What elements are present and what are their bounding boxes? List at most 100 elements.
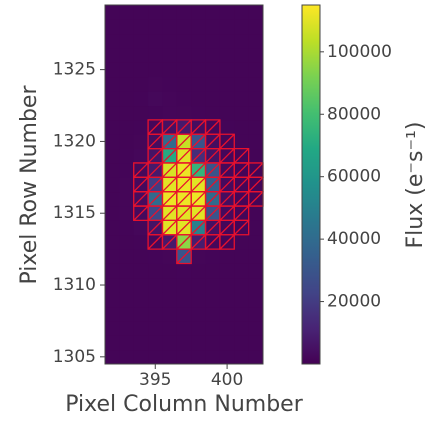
- pixel: [234, 249, 249, 264]
- pixel: [119, 77, 134, 92]
- pixel: [177, 350, 192, 365]
- pixel: [234, 5, 249, 20]
- pixel: [105, 134, 120, 149]
- pixel: [206, 307, 221, 322]
- pixel: [177, 77, 192, 92]
- pixel: [162, 263, 177, 278]
- y-tick-label: 1310: [53, 275, 96, 295]
- pixel: [206, 263, 221, 278]
- pixel: [220, 335, 235, 350]
- pixel: [234, 278, 249, 293]
- pixel: [148, 249, 163, 264]
- pixel: [249, 34, 264, 49]
- pixel: [206, 62, 221, 77]
- pixel: [148, 62, 163, 77]
- pixel: [234, 321, 249, 336]
- pixel: [105, 278, 120, 293]
- pixel: [134, 307, 149, 322]
- pixel: [220, 5, 235, 20]
- pixel: [220, 106, 235, 121]
- pixel: [134, 235, 149, 250]
- colorbar-tick-label: 40000: [327, 229, 381, 249]
- pixel: [249, 91, 264, 106]
- pixel: [119, 350, 134, 365]
- pixel: [162, 249, 177, 264]
- pixel: [234, 91, 249, 106]
- pixel: [119, 307, 134, 322]
- pixel: [105, 249, 120, 264]
- pixel: [134, 149, 149, 164]
- pixel: [119, 48, 134, 63]
- pixel: [191, 106, 206, 121]
- pixel: [206, 48, 221, 63]
- pixel: [177, 106, 192, 121]
- pixel: [206, 249, 221, 264]
- pixel: [234, 235, 249, 250]
- pixel: [191, 249, 206, 264]
- pixel: [206, 278, 221, 293]
- pixel: [119, 278, 134, 293]
- pixel: [105, 263, 120, 278]
- pixel: [249, 19, 264, 34]
- pixel: [119, 34, 134, 49]
- pixel: [148, 48, 163, 63]
- pixel: [249, 307, 264, 322]
- pixel: [206, 19, 221, 34]
- pixel: [119, 177, 134, 192]
- x-axis-label: Pixel Column Number: [65, 392, 303, 417]
- pixel: [220, 321, 235, 336]
- pixel: [249, 5, 264, 20]
- pixel: [177, 307, 192, 322]
- pixel: [119, 134, 134, 149]
- pixel: [105, 192, 120, 207]
- pixel: [177, 34, 192, 49]
- pixel: [162, 91, 177, 106]
- pixel: [191, 278, 206, 293]
- pixel: [105, 163, 120, 178]
- pixel: [148, 106, 163, 121]
- x-tick-label: 395: [139, 370, 171, 390]
- pixel: [162, 307, 177, 322]
- pixel: [119, 19, 134, 34]
- chart: Pixel Column Number Pixel Row Number Flu…: [0, 0, 437, 421]
- y-axis-label: Pixel Row Number: [17, 85, 42, 285]
- pixel: [105, 350, 120, 365]
- pixel: [206, 106, 221, 121]
- pixel: [220, 292, 235, 307]
- pixel: [134, 335, 149, 350]
- pixel: [105, 292, 120, 307]
- pixel: [234, 19, 249, 34]
- pixel: [234, 120, 249, 135]
- pixel: [249, 206, 264, 221]
- pixel: [148, 77, 163, 92]
- pixel: [148, 350, 163, 365]
- pixel: [191, 5, 206, 20]
- pixel: [134, 350, 149, 365]
- pixel: [119, 220, 134, 235]
- pixel: [220, 19, 235, 34]
- pixel: [119, 235, 134, 250]
- pixel: [220, 34, 235, 49]
- pixel: [162, 292, 177, 307]
- pixel: [191, 48, 206, 63]
- pixel: [249, 249, 264, 264]
- pixel: [234, 77, 249, 92]
- pixel: [249, 77, 264, 92]
- pixel: [105, 120, 120, 135]
- pixel: [148, 307, 163, 322]
- pixel: [249, 106, 264, 121]
- pixel: [177, 91, 192, 106]
- pixel: [134, 106, 149, 121]
- pixel: [105, 34, 120, 49]
- pixel: [162, 62, 177, 77]
- pixel: [234, 292, 249, 307]
- pixel: [119, 163, 134, 178]
- colorbar-tick-label: 100000: [327, 42, 392, 62]
- pixel: [134, 62, 149, 77]
- pixel: [119, 263, 134, 278]
- pixel: [234, 335, 249, 350]
- pixel: [206, 350, 221, 365]
- pixel: [220, 249, 235, 264]
- pixel: [177, 278, 192, 293]
- pixel: [119, 149, 134, 164]
